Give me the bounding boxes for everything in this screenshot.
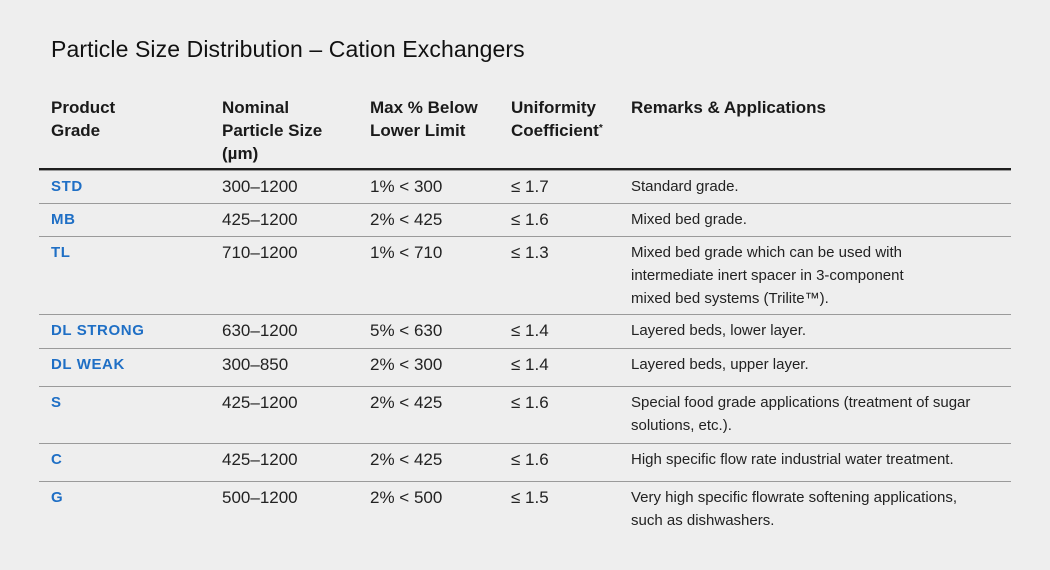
- remark-line: Layered beds, lower layer.: [631, 322, 807, 339]
- uc-cell: ≤ 1.6: [511, 210, 549, 229]
- table-row: DL WEAK 300–850 2% < 300 ≤ 1.4 Layered b…: [39, 348, 1011, 386]
- header-grade: Product Grade: [51, 96, 211, 142]
- remark-line: such as dishwashers.: [631, 512, 775, 529]
- table-row: DL STRONG 630–1200 5% < 630 ≤ 1.4 Layere…: [39, 314, 1011, 348]
- table-row: TL 710–1200 1% < 710 ≤ 1.3 Mixed bed gra…: [39, 236, 1011, 314]
- uc-cell: ≤ 1.4: [511, 355, 549, 374]
- uc-cell: ≤ 1.6: [511, 393, 549, 412]
- table-row: C 425–1200 2% < 425 ≤ 1.6 High specific …: [39, 443, 1011, 481]
- remark-line: Layered beds, upper layer.: [631, 356, 809, 373]
- size-cell: 425–1200: [222, 450, 298, 469]
- grade-cell: TL: [51, 244, 71, 261]
- size-cell: 630–1200: [222, 321, 298, 340]
- remarks-cell: Standard grade.: [631, 175, 1011, 198]
- remark-line: Mixed bed grade which can be used with: [631, 244, 902, 261]
- remark-line: Special food grade applications (treatme…: [631, 394, 971, 411]
- header-grade-line: Grade: [51, 121, 101, 140]
- grade-cell: G: [51, 489, 64, 506]
- remark-line: solutions, etc.).: [631, 417, 732, 434]
- size-cell: 500–1200: [222, 488, 298, 507]
- table-row: S 425–1200 2% < 425 ≤ 1.6 Special food g…: [39, 386, 1011, 443]
- max-below-cell: 5% < 630: [370, 321, 443, 340]
- max-below-cell: 2% < 425: [370, 393, 443, 412]
- max-below-cell: 1% < 300: [370, 177, 443, 196]
- table-row: STD 300–1200 1% < 300 ≤ 1.7 Standard gra…: [39, 170, 1011, 203]
- uc-cell: ≤ 1.3: [511, 243, 549, 262]
- header-uniformity-line: Coefficient*: [511, 119, 626, 142]
- size-cell: 300–850: [222, 355, 289, 374]
- remark-line: Very high specific flowrate softening ap…: [631, 489, 958, 506]
- table-row: G 500–1200 2% < 500 ≤ 1.5 Very high spec…: [39, 481, 1011, 538]
- grade-cell: MB: [51, 211, 76, 228]
- uc-cell: ≤ 1.4: [511, 321, 549, 340]
- remark-line: High specific flow rate industrial water…: [631, 451, 954, 468]
- uc-cell: ≤ 1.7: [511, 177, 549, 196]
- uc-cell: ≤ 1.5: [511, 488, 549, 507]
- grade-cell: STD: [51, 178, 83, 195]
- header-max-below-line: Lower Limit: [370, 121, 466, 140]
- size-cell: 710–1200: [222, 243, 298, 262]
- remark-line: Standard grade.: [631, 178, 739, 195]
- remarks-cell: Mixed bed grade which can be used with i…: [631, 241, 1011, 310]
- max-below-cell: 2% < 300: [370, 355, 443, 374]
- header-uniformity-line: Uniformity: [511, 98, 596, 117]
- size-cell: 425–1200: [222, 210, 298, 229]
- grade-cell: S: [51, 394, 62, 411]
- max-below-cell: 2% < 425: [370, 450, 443, 469]
- max-below-cell: 1% < 710: [370, 243, 443, 262]
- remarks-cell: Special food grade applications (treatme…: [631, 391, 1011, 437]
- remarks-cell: Layered beds, lower layer.: [631, 319, 1011, 342]
- remark-line: intermediate inert spacer in 3-component: [631, 267, 904, 284]
- max-below-cell: 2% < 500: [370, 488, 443, 507]
- header-uniformity-text: Coefficient: [511, 121, 599, 140]
- header-max-below-line: Max % Below: [370, 98, 478, 117]
- header-max-below: Max % Below Lower Limit: [370, 96, 505, 142]
- header-size-line: Particle Size: [222, 121, 323, 140]
- table-header: Product Grade Nominal Particle Size (µm)…: [39, 94, 1011, 170]
- size-cell: 425–1200: [222, 393, 298, 412]
- header-grade-line: Product: [51, 98, 116, 117]
- remarks-cell: Mixed bed grade.: [631, 208, 1011, 231]
- remark-line: Mixed bed grade.: [631, 211, 747, 228]
- remarks-cell: High specific flow rate industrial water…: [631, 448, 1011, 471]
- remarks-cell: Very high specific flowrate softening ap…: [631, 486, 1011, 532]
- footnote-mark: *: [598, 123, 603, 134]
- header-size-line: Nominal: [222, 98, 290, 117]
- grade-cell: DL STRONG: [51, 322, 145, 339]
- size-cell: 300–1200: [222, 177, 298, 196]
- remarks-cell: Layered beds, upper layer.: [631, 353, 1011, 376]
- header-size: Nominal Particle Size (µm): [222, 96, 362, 165]
- max-below-cell: 2% < 425: [370, 210, 443, 229]
- header-size-line: (µm): [222, 144, 259, 163]
- uc-cell: ≤ 1.6: [511, 450, 549, 469]
- grade-cell: DL WEAK: [51, 356, 125, 373]
- remark-line: mixed bed systems (Trilite™).: [631, 290, 829, 307]
- page-title: Particle Size Distribution – Cation Exch…: [51, 36, 525, 62]
- table-row: MB 425–1200 2% < 425 ≤ 1.6 Mixed bed gra…: [39, 203, 1011, 236]
- grade-cell: C: [51, 451, 63, 468]
- header-uniformity: Uniformity Coefficient*: [511, 96, 626, 142]
- header-remarks: Remarks & Applications: [631, 98, 826, 117]
- particle-size-table: Product Grade Nominal Particle Size (µm)…: [39, 94, 1011, 538]
